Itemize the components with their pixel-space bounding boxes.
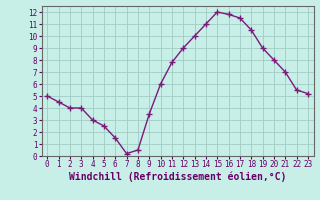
X-axis label: Windchill (Refroidissement éolien,°C): Windchill (Refroidissement éolien,°C) <box>69 172 286 182</box>
